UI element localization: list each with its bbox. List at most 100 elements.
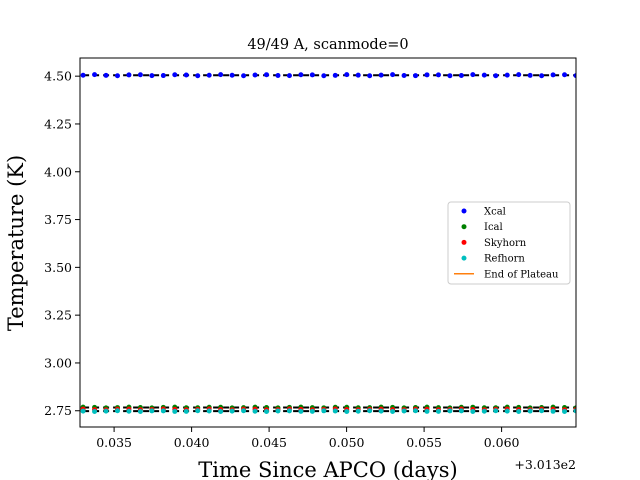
legend-box bbox=[447, 201, 571, 285]
xcal-point bbox=[481, 72, 487, 78]
xcal-point bbox=[218, 72, 224, 78]
plot-marks bbox=[80, 72, 576, 415]
refhorn-point bbox=[252, 408, 258, 414]
xcal-point bbox=[241, 73, 247, 79]
refhorn-point bbox=[309, 408, 315, 414]
refhorn-point bbox=[458, 408, 464, 414]
refhorn-point bbox=[550, 408, 556, 414]
xcal-point bbox=[252, 72, 258, 78]
xcal-point bbox=[298, 72, 304, 78]
refhorn-point bbox=[229, 408, 235, 414]
legend-label: Skyhorn bbox=[484, 238, 527, 249]
plot-frame bbox=[79, 57, 577, 428]
xcal-point bbox=[516, 72, 522, 78]
refhorn-point bbox=[401, 408, 407, 414]
x-offset-label: +3.013e2 bbox=[514, 457, 576, 472]
refhorn-point bbox=[447, 408, 453, 414]
refhorn-point bbox=[527, 408, 533, 414]
refhorn-point bbox=[424, 408, 430, 414]
legend: Xcal Ical Skyhorn Refhorn End of Plateau bbox=[447, 201, 571, 285]
xcal-point bbox=[424, 72, 430, 78]
y-tick-label: 3.00 bbox=[44, 355, 72, 370]
xcal-point bbox=[562, 72, 568, 78]
xcal-point bbox=[435, 72, 441, 78]
xcal-point bbox=[114, 73, 120, 79]
xcal-point bbox=[367, 73, 373, 79]
xcal-point bbox=[103, 72, 109, 78]
xcal-point bbox=[504, 72, 510, 78]
refhorn-point bbox=[183, 408, 189, 414]
xcal-point bbox=[264, 72, 270, 78]
xcal-point bbox=[183, 72, 189, 78]
xcal-point bbox=[92, 72, 98, 78]
xcal-point bbox=[401, 72, 407, 78]
x-tick-label: 0.045 bbox=[251, 435, 287, 450]
xcal-point bbox=[378, 72, 384, 78]
refhorn-point bbox=[92, 409, 98, 415]
refhorn-point bbox=[160, 408, 166, 414]
xcal-point bbox=[149, 73, 155, 79]
legend-dot-marker bbox=[461, 208, 467, 214]
xcal-point bbox=[80, 72, 86, 78]
refhorn-point bbox=[378, 408, 384, 414]
xcal-point bbox=[160, 73, 166, 79]
legend-label: Xcal bbox=[484, 207, 506, 218]
refhorn-point bbox=[344, 408, 350, 414]
x-tick-label: 0.040 bbox=[174, 435, 210, 450]
y-tick-label: 4.50 bbox=[44, 69, 72, 84]
y-axis-label: Temperature (K) bbox=[4, 155, 28, 331]
xcal-point bbox=[286, 73, 292, 79]
y-tick-label: 3.75 bbox=[44, 212, 72, 227]
refhorn-point bbox=[504, 408, 510, 414]
refhorn-point bbox=[103, 408, 109, 414]
y-axis-ticks: 2.75 3.00 3.25 3.50 3.75 4.00 4.25 4.50 bbox=[44, 69, 80, 418]
x-tick-label: 0.055 bbox=[406, 435, 442, 450]
legend-label: Ical bbox=[484, 222, 503, 233]
refhorn-point bbox=[573, 408, 576, 414]
plot-area bbox=[80, 72, 576, 415]
y-tick-label: 2.75 bbox=[44, 403, 72, 418]
refhorn-point bbox=[321, 408, 327, 414]
refhorn-point bbox=[435, 408, 441, 414]
x-tick-label: 0.060 bbox=[484, 435, 520, 450]
x-axis-label: Time Since APCO (days) bbox=[198, 458, 457, 480]
xcal-point bbox=[275, 73, 281, 79]
xcal-point bbox=[321, 73, 327, 79]
refhorn-point bbox=[493, 408, 499, 414]
chart-title: 49/49 A, scanmode=0 bbox=[247, 37, 408, 53]
refhorn-point bbox=[275, 408, 281, 414]
y-tick-label: 3.50 bbox=[44, 260, 72, 275]
xcal-point bbox=[539, 73, 545, 79]
refhorn-point bbox=[332, 408, 338, 414]
xcal-point bbox=[126, 72, 132, 78]
refhorn-point bbox=[149, 408, 155, 414]
refhorn-point bbox=[172, 408, 178, 414]
xcal-point bbox=[527, 72, 533, 78]
refhorn-point bbox=[413, 408, 419, 414]
xcal-point bbox=[172, 72, 178, 78]
refhorn-point bbox=[80, 408, 86, 414]
refhorn-point bbox=[562, 408, 568, 414]
refhorn-point bbox=[286, 408, 292, 414]
legend-dot-marker bbox=[461, 224, 467, 230]
y-tick-label: 3.25 bbox=[44, 308, 72, 323]
xcal-point bbox=[206, 72, 212, 78]
refhorn-point bbox=[206, 408, 212, 414]
refhorn-point bbox=[470, 408, 476, 414]
refhorn-point bbox=[241, 408, 247, 414]
xcal-point bbox=[550, 72, 556, 78]
refhorn-point bbox=[137, 408, 143, 414]
x-axis-ticks: 0.035 0.040 0.045 0.050 0.055 0.060 bbox=[96, 427, 520, 450]
xcal-point bbox=[447, 73, 453, 79]
refhorn-point bbox=[218, 409, 224, 415]
xcal-point bbox=[344, 72, 350, 78]
xcal-point bbox=[470, 72, 476, 78]
refhorn-point bbox=[390, 409, 396, 415]
xcal-point bbox=[493, 73, 499, 79]
xcal-point bbox=[573, 73, 576, 79]
refhorn-point bbox=[298, 408, 304, 414]
refhorn-point bbox=[195, 408, 201, 414]
xcal-point bbox=[137, 72, 143, 78]
legend-dot-marker bbox=[461, 239, 467, 245]
refhorn-point bbox=[367, 408, 373, 414]
